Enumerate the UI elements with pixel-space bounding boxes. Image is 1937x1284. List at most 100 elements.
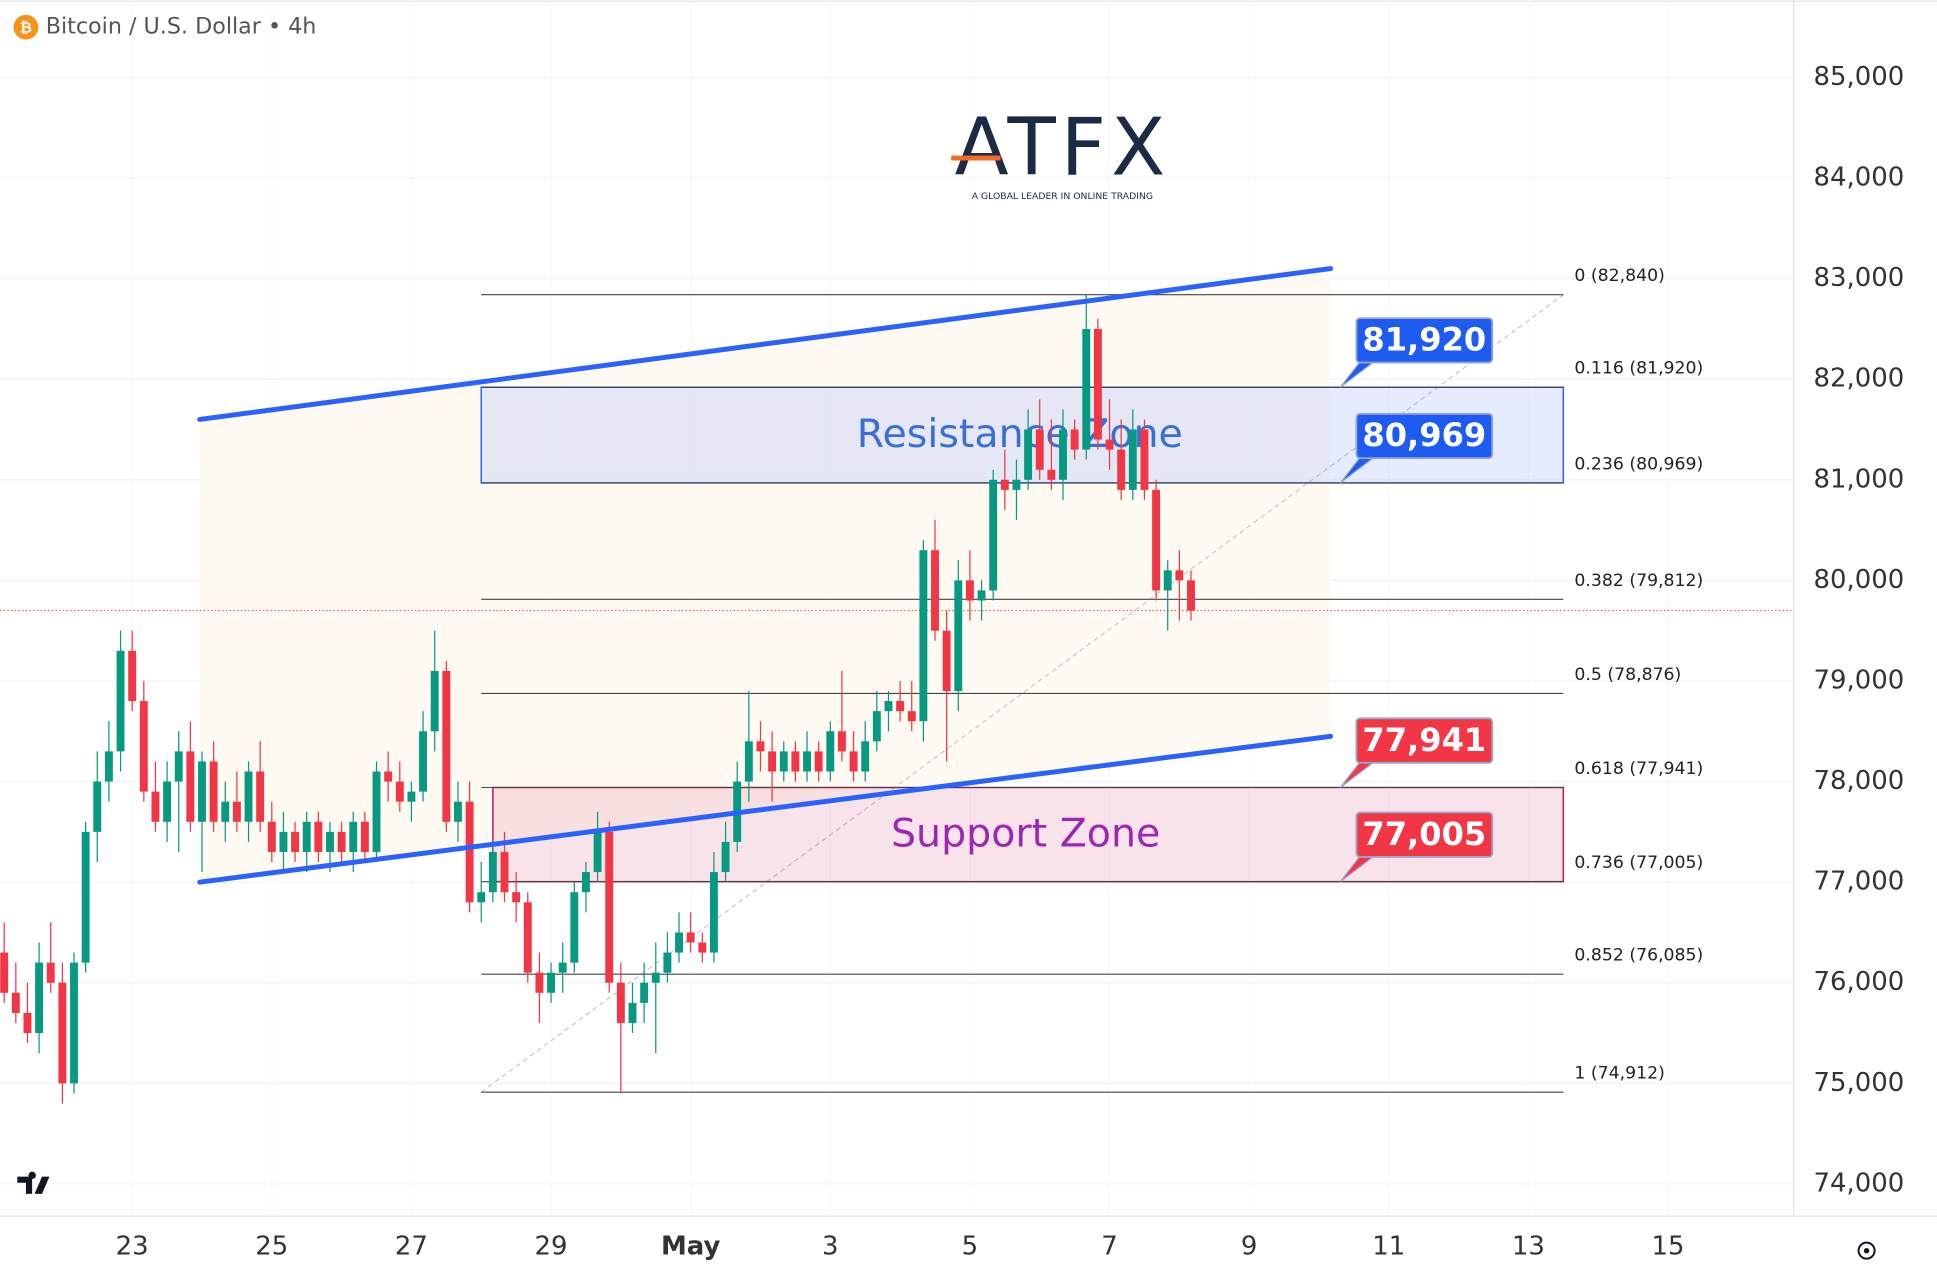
x-tick-label: May — [661, 1231, 721, 1261]
candle-body — [442, 670, 451, 822]
y-tick-label: 84,000 — [1813, 163, 1904, 193]
candle-body — [314, 821, 323, 852]
candle-body — [1059, 429, 1067, 480]
candle-body — [849, 751, 858, 772]
candle-body — [803, 751, 811, 772]
bitcoin-icon — [13, 14, 39, 40]
settings-gear-center[interactable] — [1863, 1247, 1870, 1254]
candle-body — [221, 801, 230, 822]
candle-body — [698, 942, 707, 953]
candle-body — [0, 952, 9, 993]
candle-body — [1163, 570, 1172, 591]
fib-level-label: 1 (74,912) — [1574, 1064, 1664, 1084]
candle-body — [465, 801, 474, 903]
candle-body — [419, 731, 428, 792]
candle-body — [1105, 439, 1114, 450]
candle-body — [756, 741, 765, 752]
candle-body — [605, 831, 614, 983]
candle-body — [593, 831, 602, 873]
candle-body — [349, 821, 358, 852]
candle-body — [128, 650, 137, 702]
candle-body — [896, 701, 905, 712]
candle-body — [198, 761, 206, 822]
fib-level-label: 0.5 (78,876) — [1574, 665, 1681, 685]
tv-logo-shape — [17, 1171, 50, 1194]
candle-body — [477, 892, 486, 903]
candle-body — [779, 751, 788, 772]
candle-body — [721, 841, 730, 873]
candle-body — [675, 932, 683, 953]
y-tick-label: 81,000 — [1813, 464, 1904, 494]
background-layer — [0, 76, 1794, 1185]
candle-body — [1035, 429, 1044, 470]
candle-body — [826, 731, 835, 772]
candle-body — [326, 831, 334, 852]
candle-body — [46, 962, 55, 983]
candle-body — [1024, 429, 1033, 480]
candle-body — [570, 892, 579, 963]
candle-body — [814, 751, 823, 772]
candle-body — [907, 711, 916, 722]
price-callout — [1355, 811, 1494, 858]
candle-body — [919, 550, 928, 722]
x-tick-label: 25 — [255, 1231, 288, 1261]
y-tick-label: 79,000 — [1813, 665, 1904, 695]
tv-logo — [17, 1171, 50, 1194]
price-callout — [1355, 412, 1494, 460]
candle-body — [640, 982, 649, 1003]
candle-body — [58, 982, 67, 1084]
candle-body — [174, 751, 183, 782]
candle-body — [861, 741, 870, 772]
candle-body — [744, 741, 753, 782]
candle-body — [372, 771, 381, 852]
candle-body — [663, 952, 672, 973]
candle-body — [709, 872, 718, 953]
candle-body — [931, 550, 939, 631]
zone-label: Resistance Zone — [857, 411, 1183, 457]
candle-body — [872, 711, 881, 742]
candle-body — [430, 670, 439, 732]
candle-body — [1128, 429, 1137, 490]
candle-body — [1117, 449, 1126, 490]
candle-body — [454, 801, 462, 822]
candle-body — [209, 761, 218, 822]
candle-body — [1187, 580, 1195, 611]
y-tick-label: 74,000 — [1813, 1168, 1904, 1198]
candle-body — [1175, 570, 1184, 581]
candle-body — [884, 701, 893, 712]
channel-fill — [199, 268, 1331, 883]
fib-level-label: 0.852 (76,085) — [1574, 946, 1703, 966]
settings-gear[interactable] — [1857, 1241, 1876, 1260]
candle-body — [547, 972, 556, 993]
fib-level-label: 0.382 (79,812) — [1574, 571, 1703, 591]
candle-body — [791, 751, 800, 772]
candle-body — [1000, 479, 1009, 490]
price-callout — [1355, 317, 1494, 364]
candle-body — [1093, 328, 1102, 440]
fib-level-label: 0.736 (77,005) — [1574, 853, 1703, 873]
trendline — [197, 733, 1334, 885]
candle-body — [1140, 429, 1149, 490]
candle-body — [628, 1002, 637, 1023]
price-callout-label: 80,969 — [1362, 416, 1486, 454]
x-tick-label: 11 — [1372, 1231, 1405, 1261]
fib-level-label: 0 (82,840) — [1574, 266, 1664, 286]
candle-body — [23, 1012, 32, 1034]
price-callout-label: 77,005 — [1362, 815, 1486, 853]
candle-body — [81, 831, 90, 963]
y-tick-label: 83,000 — [1813, 263, 1904, 293]
candle-body — [535, 972, 544, 993]
candle-body — [1082, 328, 1091, 450]
logo-name: ATFX — [955, 102, 1171, 194]
candle-body — [407, 791, 416, 802]
zone-label: Support Zone — [891, 810, 1160, 856]
candle-body — [139, 701, 148, 792]
y-tick-label: 75,000 — [1813, 1068, 1904, 1098]
candle-body — [70, 962, 78, 1084]
y-tick-label: 78,000 — [1813, 766, 1904, 796]
settings-icon[interactable] — [1857, 1241, 1876, 1260]
candle-body — [360, 821, 369, 852]
x-tick-label: 9 — [1241, 1231, 1258, 1261]
candle-body — [488, 851, 497, 893]
candle-body — [1012, 479, 1021, 490]
